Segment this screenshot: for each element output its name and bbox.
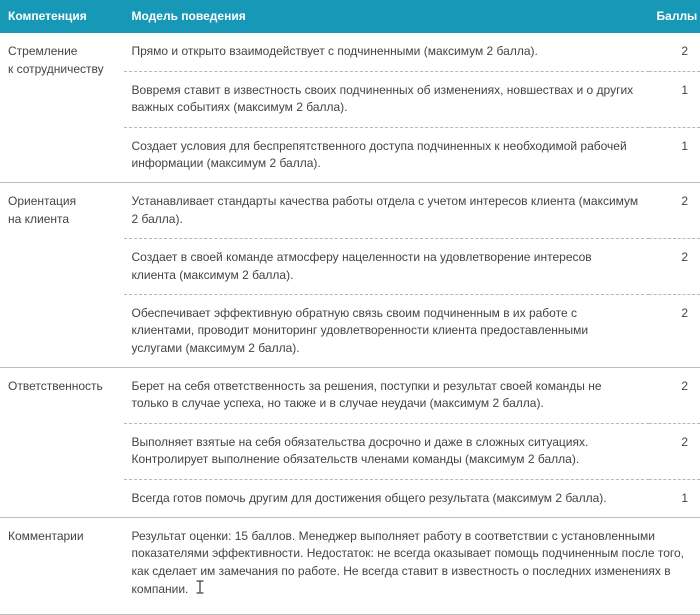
score-value: 1 bbox=[649, 480, 700, 518]
comments-row: Комментарии Результат оценки: 15 баллов.… bbox=[0, 518, 700, 614]
behavior-text: Вовремя ставит в известность своих подчи… bbox=[124, 72, 649, 127]
behavior-text: Прямо и открыто взаимодействует с подчин… bbox=[124, 33, 649, 71]
score-value: 1 bbox=[649, 128, 700, 183]
table-row: Ответственность Берет на себя ответствен… bbox=[0, 368, 700, 423]
behavior-text: Устанавливает стандарты качества работы … bbox=[124, 183, 649, 238]
header-model: Модель поведения bbox=[124, 0, 649, 33]
behavior-text: Создает условия для беспрепятственного д… bbox=[124, 128, 649, 183]
score-value: 1 bbox=[649, 72, 700, 127]
header-score: Баллы bbox=[649, 0, 700, 33]
header-competence: Компетенция bbox=[0, 0, 124, 33]
score-value: 2 bbox=[649, 368, 700, 423]
competence-cell: Стремление к сотрудничеству bbox=[0, 33, 124, 182]
behavior-text: Создает в своей команде атмосферу нацеле… bbox=[124, 239, 649, 294]
text-cursor-icon bbox=[194, 580, 206, 599]
score-value: 2 bbox=[649, 33, 700, 71]
behavior-text: Обеспечивает эффективную обратную связь … bbox=[124, 295, 649, 368]
table-row: Ориентация на клиента Устанавливает стан… bbox=[0, 183, 700, 238]
competence-cell: Ответственность bbox=[0, 368, 124, 517]
table-row: Стремление к сотрудничеству Прямо и откр… bbox=[0, 33, 700, 71]
competence-label: Ответственность bbox=[8, 379, 103, 393]
competence-label: Стремление bbox=[8, 44, 77, 58]
competence-label: на клиента bbox=[8, 212, 69, 226]
comments-label: Комментарии bbox=[0, 518, 124, 614]
competence-cell: Ориентация на клиента bbox=[0, 183, 124, 367]
behavior-text: Всегда готов помочь другим для достижени… bbox=[124, 480, 649, 518]
score-value: 2 bbox=[649, 295, 700, 368]
comments-cell: Результат оценки: 15 баллов. Менеджер вы… bbox=[124, 518, 700, 614]
assessment-table: Компетенция Модель поведения Баллы Стрем… bbox=[0, 0, 700, 615]
behavior-text: Выполняет взятые на себя обязательства д… bbox=[124, 424, 649, 479]
competence-label: к сотрудничеству bbox=[8, 62, 104, 76]
behavior-text: Берет на себя ответственность за решения… bbox=[124, 368, 649, 423]
comments-text: Результат оценки: 15 баллов. Менеджер вы… bbox=[132, 529, 685, 596]
competence-label: Ориентация bbox=[8, 194, 76, 208]
score-value: 2 bbox=[649, 183, 700, 238]
table-header-row: Компетенция Модель поведения Баллы bbox=[0, 0, 700, 33]
score-value: 2 bbox=[649, 424, 700, 479]
score-value: 2 bbox=[649, 239, 700, 294]
